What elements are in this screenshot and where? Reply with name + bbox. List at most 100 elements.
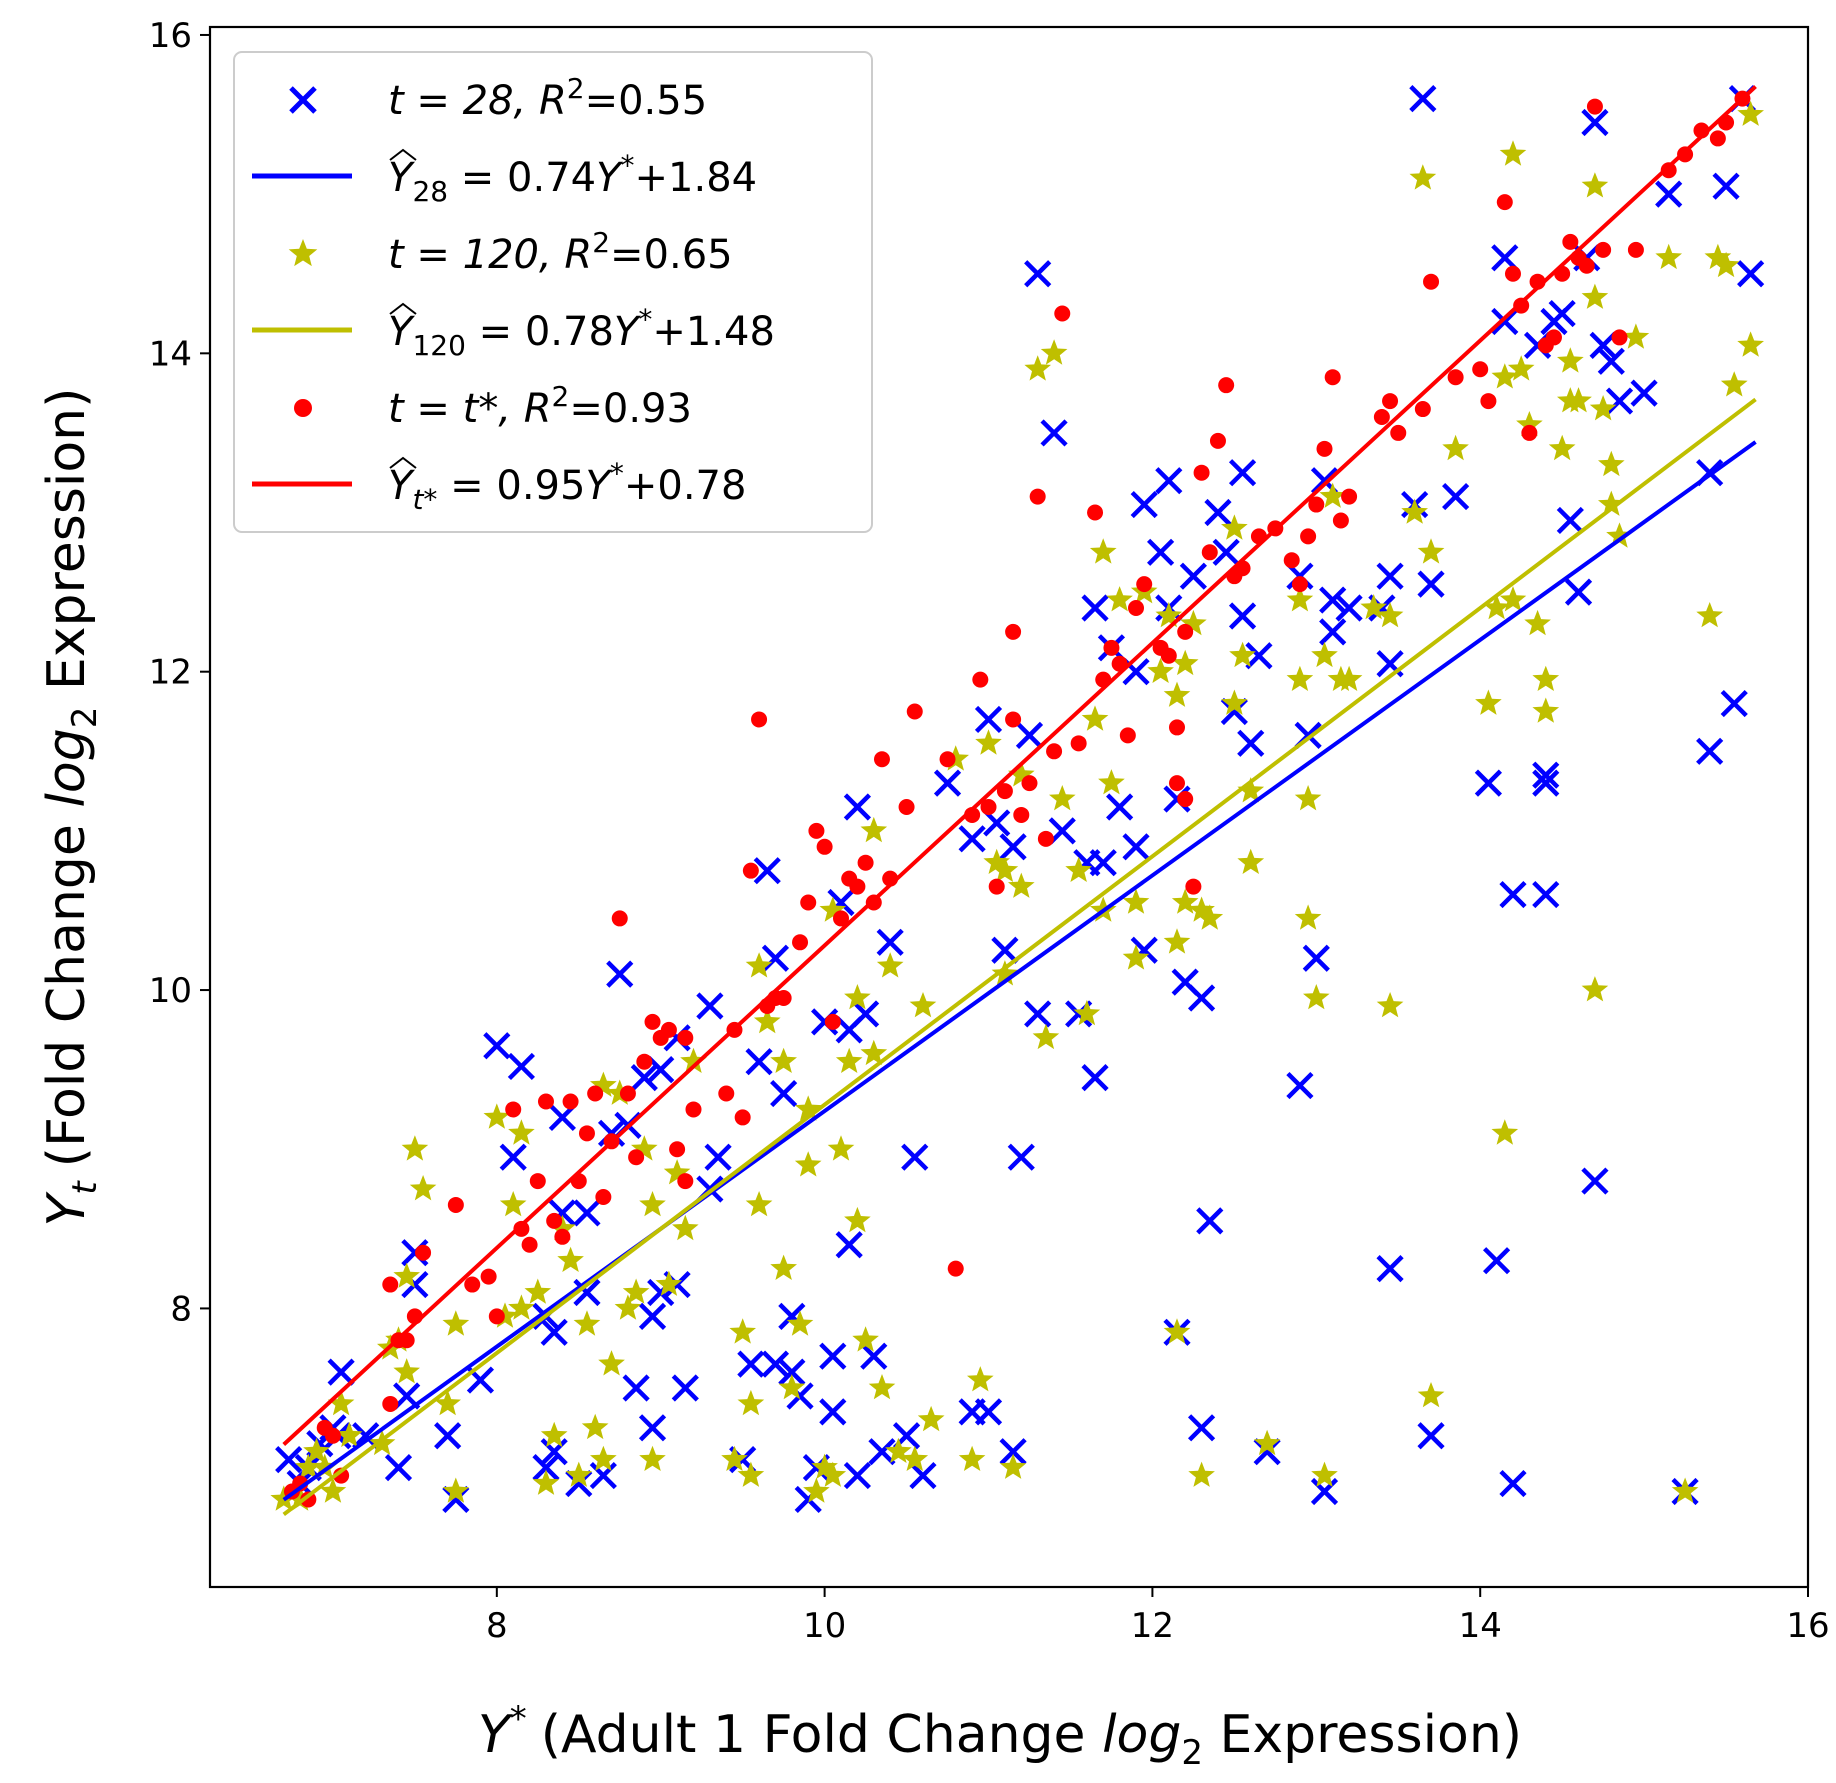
point-t28-x	[275, 1446, 303, 1474]
point-t120-star	[1499, 140, 1527, 166]
point-t120-star	[860, 816, 888, 843]
point-t28-x	[1720, 689, 1748, 718]
point-t28-x	[1048, 817, 1076, 845]
point-tstar-dot	[578, 1125, 595, 1142]
point-t28-x	[1712, 172, 1740, 200]
point-t120-star	[917, 1405, 945, 1432]
point-tstar-dot	[1308, 496, 1325, 513]
point-tstar-dot	[1087, 504, 1104, 521]
legend-hat-tstar	[389, 456, 417, 469]
point-tstar-dot	[1562, 233, 1579, 250]
point-tstar-dot	[939, 751, 956, 768]
point-t28-x	[638, 1414, 667, 1442]
point-tstar-dot	[1070, 735, 1087, 752]
legend-text-fittstar: Yt* = 0.95Y*+0.78	[388, 457, 746, 516]
point-tstar-dot	[742, 862, 759, 879]
point-t120-star	[1737, 331, 1764, 357]
x-axis-label-pre: (Adult 1 Fold Change	[541, 1705, 1102, 1765]
point-t28-x	[835, 1231, 863, 1259]
x-axis: 8 10 12 14 16	[486, 1587, 1830, 1646]
point-tstar-dot	[1168, 719, 1185, 736]
point-t28-x	[532, 1454, 560, 1482]
legend-entry-t28: t = 28, R2=0.55	[289, 72, 707, 124]
point-t120-star	[1163, 1318, 1191, 1344]
point-t28-x	[573, 1278, 601, 1307]
point-t28-x	[1040, 419, 1068, 447]
point-t120-star	[778, 1374, 806, 1400]
point-t28-x	[1532, 769, 1560, 797]
point-t120-star	[1122, 944, 1150, 970]
point-t120-star	[876, 952, 904, 978]
point-tstar-dot	[1005, 623, 1022, 640]
point-t120-star	[1376, 992, 1404, 1018]
point-tstar-dot	[947, 1260, 964, 1277]
point-t120-star	[1065, 856, 1092, 882]
point-t28-x	[868, 1438, 896, 1466]
point-tstar-dot	[1193, 464, 1210, 481]
point-t28-x	[901, 1143, 929, 1171]
point-tstar-dot	[611, 910, 628, 927]
legend-marker-x	[289, 86, 317, 114]
point-t120-star	[295, 1453, 322, 1479]
y-tick-label: 12	[149, 653, 192, 693]
point-t120-star	[303, 1437, 330, 1463]
point-tstar-dot	[644, 1013, 661, 1030]
x-axis-label-log: log	[1102, 1705, 1181, 1765]
point-t120-star	[1303, 984, 1330, 1010]
point-t28-x	[622, 1374, 650, 1402]
point-t28-x	[638, 1302, 667, 1330]
point-tstar-dot	[587, 1085, 604, 1102]
point-t120-star	[745, 952, 773, 978]
point-t120-star	[1188, 896, 1215, 922]
point-tstar-dot	[447, 1196, 464, 1213]
legend-text-t120: t = 120, R2=0.65	[388, 226, 733, 278]
point-t28-x	[1015, 721, 1044, 749]
point-t120-star	[885, 1437, 912, 1463]
point-tstar-dot	[677, 1173, 694, 1190]
point-t120-star	[844, 984, 871, 1010]
x-tick-label: 14	[1459, 1606, 1502, 1646]
point-t120-star	[1024, 355, 1051, 381]
point-tstar-dot	[669, 1141, 686, 1158]
point-t28-x	[1605, 387, 1634, 415]
point-t120-star	[1491, 1119, 1519, 1145]
point-t28-x	[1163, 785, 1191, 813]
point-t28-x	[630, 1064, 658, 1092]
x-tick-label: 10	[803, 1606, 846, 1646]
point-tstar-dot	[1390, 424, 1407, 441]
point-t120-star	[737, 1461, 765, 1487]
point-t120-star	[1163, 681, 1191, 707]
point-tstar-dot	[808, 822, 825, 839]
point-tstar-dot	[1595, 241, 1612, 258]
point-t120-star	[1409, 164, 1437, 190]
point-tstar-dot	[980, 799, 997, 815]
point-t28-x	[1499, 880, 1527, 909]
point-tstar-dot	[1504, 265, 1521, 282]
point-t120-star	[581, 1413, 609, 1440]
point-t28-x	[819, 1342, 847, 1370]
point-t28-x	[1130, 490, 1158, 519]
point-tstar-dot	[824, 1013, 841, 1030]
point-t120-star	[1598, 490, 1625, 516]
x-tick-label: 12	[1131, 1606, 1174, 1646]
y-tick-label: 16	[149, 16, 192, 56]
point-t120-star	[1253, 1429, 1281, 1456]
point-tstar-dot	[1578, 257, 1595, 274]
point-t120-star	[1737, 100, 1764, 126]
point-t28-x	[671, 1374, 699, 1402]
point-t28-x	[384, 1454, 413, 1482]
point-t120-star	[286, 1485, 314, 1511]
point-t120-star	[499, 1191, 527, 1217]
point-tstar-dot	[898, 799, 915, 815]
plot-area	[270, 85, 1765, 1517]
point-t28-x	[1081, 594, 1109, 622]
point-t28-x	[1187, 1414, 1216, 1442]
y-axis-label-var: Y	[37, 1190, 97, 1226]
point-t120-star	[1581, 172, 1609, 198]
point-t28-x	[1335, 594, 1363, 622]
point-t120-star	[1221, 514, 1248, 540]
point-t120-star	[598, 1350, 625, 1376]
point-tstar-dot	[800, 894, 817, 911]
point-t120-star	[942, 745, 969, 771]
legend-text-t28: t = 28, R2=0.55	[388, 72, 707, 124]
